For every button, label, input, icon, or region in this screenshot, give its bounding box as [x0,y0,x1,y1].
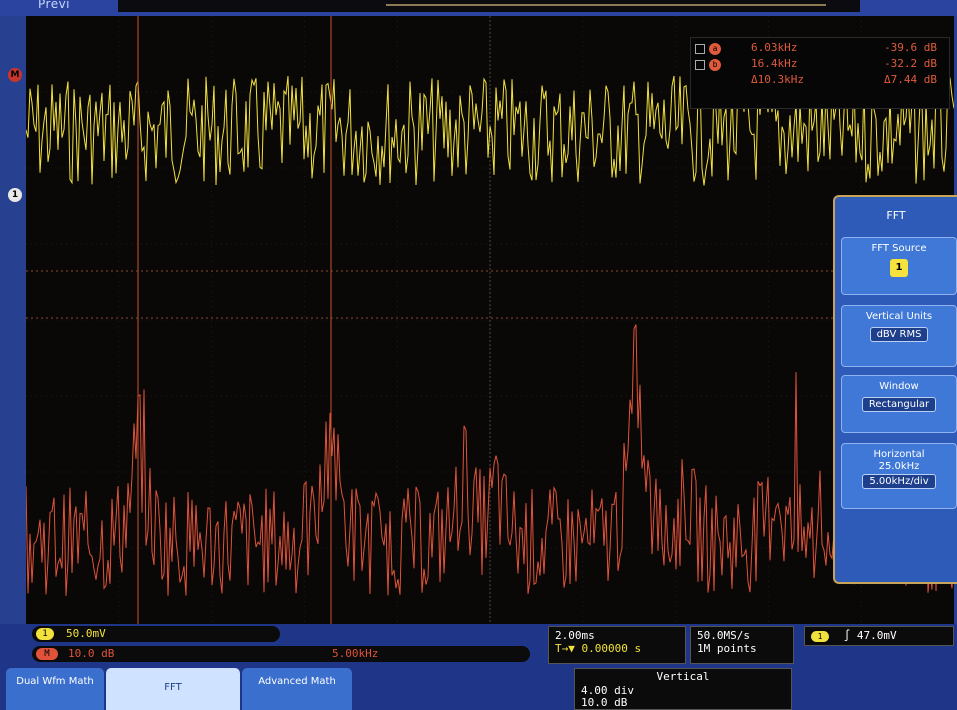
cursor-b-icon: b [709,59,721,71]
math-center-freq: 5.00kHz [332,647,379,660]
cursor-delta-row: Δ10.3kHz Δ7.44 dB [691,73,949,89]
timebase-scale: 2.00ms [555,629,595,642]
fft-side-menu: FFT FFT Source 1 Vertical Units dBV RMS … [833,195,957,584]
top-status-strip: Previ [0,0,957,16]
ch1-position-marker[interactable]: 1 [8,188,22,202]
cursor-a-icon: a [709,43,721,55]
cursor-b-freq: 16.4kHz [751,57,798,70]
cursor-readout: a 6.03kHz -39.6 dB b 16.4kHz -32.2 dB Δ1… [690,37,950,109]
window-label: Window [879,381,919,392]
ch1-scale-readout[interactable]: 1 50.0mV [32,626,280,642]
fft-source-button[interactable]: FFT Source 1 [841,237,957,295]
cursor-a-freq: 6.03kHz [751,41,798,54]
waveform-plot [26,16,954,624]
horizontal-scale: 5.00kHz/div [862,474,936,489]
cursor-b-level: -32.2 dB [884,57,937,70]
trigger-level: 47.0mV [856,629,897,642]
delta-freq: Δ10.3kHz [751,73,804,86]
vertical-units-label: Vertical Units [865,311,933,322]
horizontal-label: Horizontal [873,449,925,460]
fft-source-value: 1 [890,259,908,277]
horizontal-span: 25.0kHz [878,461,920,472]
trigger-slope-icon: ∫ [843,629,851,642]
acquisition-readout[interactable]: 50.0MS/s 1M points [690,626,794,664]
cursor-b-row: b 16.4kHz -32.2 dB [691,57,949,73]
fft-source-label: FFT Source [871,243,927,254]
record-view [118,0,860,12]
trigger-readout[interactable]: 1 ∫ 47.0mV [804,626,954,646]
fft-spectrum-trace [26,324,954,596]
window-value: Rectangular [861,397,937,412]
cursor-a-row: a 6.03kHz -39.6 dB [691,41,949,57]
fft-menu-title: FFT [886,209,906,222]
math-position-marker[interactable]: M [8,68,22,82]
vertical-units-value: dBV RMS [869,327,929,342]
dual-wfm-math-button[interactable]: Dual Wfm Math [6,668,104,710]
math-scale: 10.0 dB [68,647,115,660]
ch1-waveform-trace [26,75,954,186]
ch1-badge: 1 [36,628,54,640]
timebase-readout[interactable]: 2.00ms T→▼ 0.00000 s [548,626,686,664]
cursor-a-square-icon [695,44,705,54]
cursor-a-level: -39.6 dB [884,41,937,54]
sample-rate: 50.0MS/s [697,629,750,642]
waveform-display[interactable] [26,16,954,624]
vertical-units-button[interactable]: Vertical Units dBV RMS [841,305,957,367]
vertical-scale: 10.0 dB [581,696,628,709]
record-length: 1M points [697,642,757,655]
delta-level: Δ7.44 dB [884,73,937,86]
timebase-position: T→▼ 0.00000 s [555,642,642,655]
math-scale-readout[interactable]: M 10.0 dB 5.00kHz [32,646,530,662]
vertical-readout[interactable]: Vertical 4.00 div 10.0 dB [574,668,792,710]
bottom-status-area: 1 50.0mV M 10.0 dB 5.00kHz 2.00ms T→▼ 0.… [0,624,957,710]
window-button[interactable]: Window Rectangular [841,375,957,433]
ch1-scale: 50.0mV [66,627,106,640]
cursor-b-square-icon [695,60,705,70]
preview-label: Previ [38,0,71,11]
vertical-title: Vertical [656,670,710,683]
trigger-source-badge: 1 [811,631,829,642]
fft-button[interactable]: FFT [106,668,240,710]
vertical-position: 4.00 div [581,684,634,697]
math-badge: M [36,648,58,660]
graticule [26,16,954,624]
horizontal-button[interactable]: Horizontal 25.0kHz 5.00kHz/div [841,443,957,509]
cursor-lines[interactable] [26,16,954,624]
advanced-math-button[interactable]: Advanced Math [242,668,352,710]
record-view-bar [386,4,826,6]
